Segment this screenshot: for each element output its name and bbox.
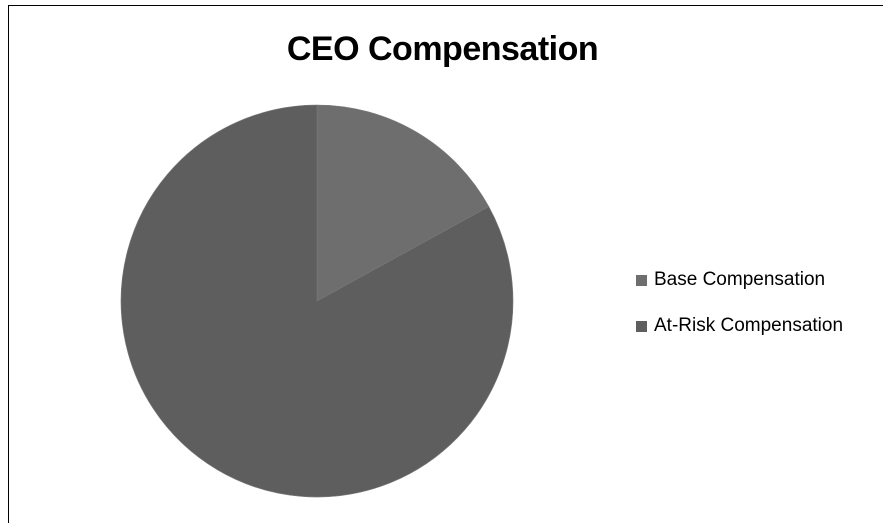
legend-item-at-risk-compensation: At-Risk Compensation — [636, 314, 843, 338]
legend-item-base-compensation: Base Compensation — [636, 268, 843, 292]
legend-swatch-at-risk-compensation — [636, 320, 647, 332]
pie-slice-at-risk-compensation — [120, 104, 514, 498]
legend: Base Compensation At-Risk Compensation — [636, 268, 843, 360]
chart-title: CEO Compensation — [286, 30, 599, 68]
legend-label-at-risk-compensation: At-Risk Compensation — [654, 315, 844, 336]
legend-swatch-base-compensation — [636, 274, 647, 286]
pie-slice-base-compensation — [316, 104, 490, 302]
legend-label-base-compensation: Base Compensation — [654, 269, 826, 290]
